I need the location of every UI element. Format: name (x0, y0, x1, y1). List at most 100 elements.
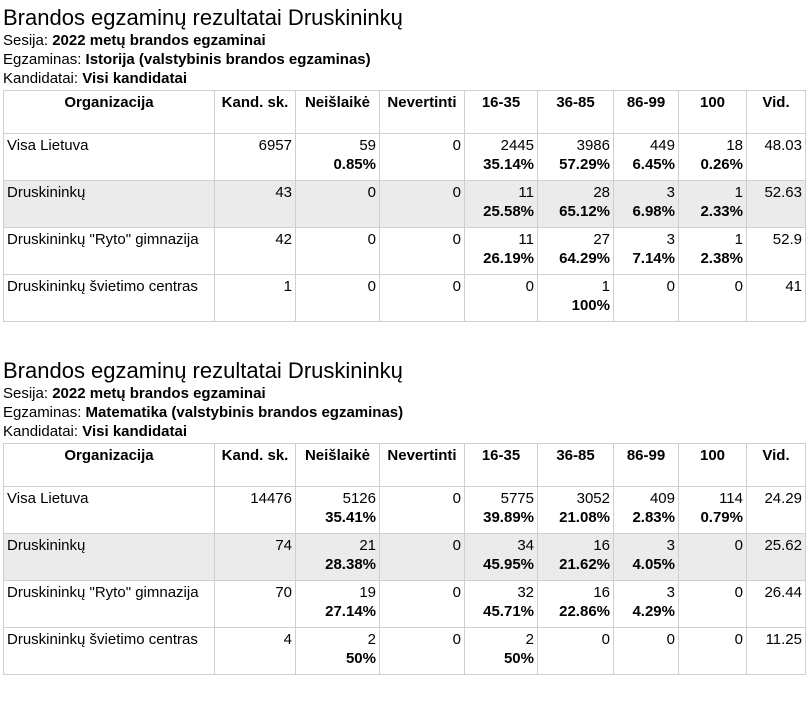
r3-value: 3 (666, 184, 675, 201)
r4-value: 0 (734, 584, 743, 601)
r3-cell: 3 6.98% (613, 180, 679, 228)
kand-value: 70 (275, 584, 292, 601)
session-line: Sesija: 2022 metų brandos egzaminai (3, 384, 812, 403)
candidates-label: Kandidatai: (3, 70, 79, 87)
vid-cell: 11.25 (746, 627, 806, 675)
r4-cell: 0 (678, 533, 747, 581)
candidates-line: Kandidatai: Visi kandidatai (3, 69, 812, 88)
neis-cell: 0 (295, 180, 380, 228)
r3-percent: 4.29% (632, 603, 675, 620)
column-header: 36-85 (537, 90, 614, 134)
r4-value: 0 (734, 631, 743, 648)
r4-cell: 0 (678, 627, 747, 675)
neis-value: 0 (367, 278, 376, 295)
organization-cell: Visa Lietuva (3, 486, 215, 534)
r3-cell: 3 4.29% (613, 580, 679, 628)
r4-value: 18 (726, 137, 743, 154)
r3-percent: 4.05% (632, 556, 675, 573)
r1-percent: 26.19% (483, 250, 534, 267)
kand-value: 43 (275, 184, 292, 201)
vid-value: 26.44 (764, 584, 802, 601)
r2-cell: 16 21.62% (537, 533, 614, 581)
results-table: Organizacija Kand. sk. Neišlaikė Nevertinti… (3, 90, 806, 322)
nev-value: 0 (452, 137, 461, 154)
r1-cell: 2 50% (464, 627, 538, 675)
r2-percent: 21.08% (559, 509, 610, 526)
r3-cell: 0 (613, 274, 679, 322)
r2-value: 0 (601, 631, 610, 648)
r4-value: 0 (734, 537, 743, 554)
neis-percent: 35.41% (325, 509, 376, 526)
r3-value: 0 (666, 278, 675, 295)
r2-percent: 64.29% (559, 250, 610, 267)
table-row: Druskininkų 43 0 0 11 25.58% 28 65.12% 3 6.98% 1 2.… (3, 180, 806, 228)
r3-value: 0 (666, 631, 675, 648)
kand-cell: 43 (214, 180, 296, 228)
vid-value: 41 (785, 278, 802, 295)
r2-cell: 3052 21.08% (537, 486, 614, 534)
r3-percent: 6.45% (632, 156, 675, 173)
nev-cell: 0 (379, 227, 465, 275)
column-header: Vid. (746, 90, 806, 134)
r2-cell: 0 (537, 627, 614, 675)
neis-cell: 0 (295, 274, 380, 322)
r4-cell: 114 0.79% (678, 486, 747, 534)
neis-cell: 2 50% (295, 627, 380, 675)
r3-cell: 3 4.05% (613, 533, 679, 581)
r2-value: 28 (593, 184, 610, 201)
column-header: Kand. sk. (214, 90, 296, 134)
table-row: Druskininkų "Ryto" gimnazija 42 0 0 11 26.19%… (3, 227, 806, 275)
vid-value: 48.03 (764, 137, 802, 154)
r2-value: 1 (601, 278, 610, 295)
r2-percent: 22.86% (559, 603, 610, 620)
report-title: Brandos egzaminų rezultatai Druskininkų (3, 5, 403, 30)
session-label: Sesija: (3, 385, 49, 402)
nev-value: 0 (452, 278, 461, 295)
r1-cell: 0 (464, 274, 538, 322)
results-table: Organizacija Kand. sk. Neišlaikė Nevertinti… (3, 443, 806, 675)
session-label: Sesija: (3, 32, 49, 49)
nev-value: 0 (452, 231, 461, 248)
vid-cell: 25.62 (746, 533, 806, 581)
table-row: Druskininkų švietimo centras 4 2 50% 0 2 50% 0 0… (3, 627, 806, 675)
exam-value: Matematika (valstybinis brandos egzamina… (85, 404, 404, 421)
r1-percent: 50% (503, 650, 534, 667)
column-header: Neišlaikė (295, 90, 380, 134)
r3-value: 409 (649, 490, 675, 507)
report-istorija: Brandos egzaminų rezultatai Druskininkų … (3, 5, 812, 322)
r2-value: 16 (593, 584, 610, 601)
neis-value: 0 (367, 184, 376, 201)
column-header: 16-35 (464, 443, 538, 487)
r4-cell: 0 (678, 580, 747, 628)
r4-cell: 18 0.26% (678, 133, 747, 181)
r2-cell: 1 100% (537, 274, 614, 322)
nev-value: 0 (452, 184, 461, 201)
r2-percent: 65.12% (559, 203, 610, 220)
vid-cell: 52.9 (746, 227, 806, 275)
kand-value: 74 (275, 537, 292, 554)
r2-percent: 21.62% (559, 556, 610, 573)
r1-cell: 32 45.71% (464, 580, 538, 628)
nev-cell: 0 (379, 180, 465, 228)
session-value: 2022 metų brandos egzaminai (52, 385, 266, 402)
r1-percent: 39.89% (483, 509, 534, 526)
r1-cell: 5775 39.89% (464, 486, 538, 534)
column-header: 100 (678, 90, 747, 134)
kand-value: 1 (283, 278, 292, 295)
r1-percent: 35.14% (483, 156, 534, 173)
r1-cell: 2445 35.14% (464, 133, 538, 181)
neis-value: 2 (367, 631, 376, 648)
r4-cell: 1 2.38% (678, 227, 747, 275)
nev-cell: 0 (379, 486, 465, 534)
vid-cell: 26.44 (746, 580, 806, 628)
r1-value: 2445 (500, 137, 534, 154)
nev-value: 0 (452, 631, 461, 648)
r4-value: 114 (719, 490, 743, 507)
r3-value: 3 (666, 584, 675, 601)
nev-value: 0 (452, 537, 461, 554)
r1-value: 32 (517, 584, 534, 601)
r4-value: 1 (734, 231, 743, 248)
r3-percent: 2.83% (632, 509, 675, 526)
organization-cell: Visa Lietuva (3, 133, 215, 181)
r2-cell: 3986 57.29% (537, 133, 614, 181)
